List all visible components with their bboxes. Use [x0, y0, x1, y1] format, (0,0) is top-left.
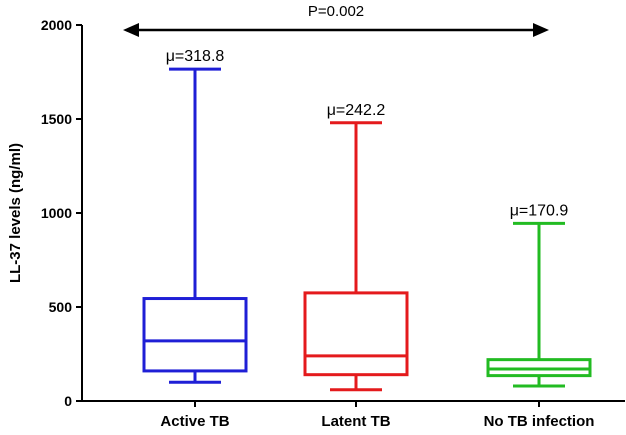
y-tick-label: 500 [49, 299, 73, 315]
boxes-layer: μ=318.8 μ=242.2 μ=170.9 [142, 48, 592, 392]
y-tick-label: 1000 [41, 205, 72, 221]
iqr-box [303, 291, 409, 377]
y-tick-label: 2000 [41, 17, 72, 33]
x-tick-label: Latent TB [321, 413, 390, 430]
mean-label: μ=242.2 [327, 102, 386, 119]
box-1: μ=318.8 [142, 48, 248, 384]
x-tick-label: No TB infection [484, 413, 595, 430]
x-tick-label: Active TB [160, 413, 229, 430]
p-value-label: P=0.002 [308, 3, 364, 20]
iqr-box [142, 297, 248, 373]
arrowhead-left [123, 23, 139, 37]
mean-label: μ=318.8 [166, 48, 225, 65]
significance-annotation: P=0.002 [123, 3, 549, 37]
box-3: μ=170.9 [486, 202, 592, 388]
y-tick-label: 0 [64, 393, 72, 409]
axes: 0 500 1000 1500 2000 Active TB Latent TB No TB … [41, 17, 625, 430]
y-axis-label: LL-37 levels (ng/ml) [7, 143, 24, 283]
box-2: μ=242.2 [303, 102, 409, 392]
mean-label: μ=170.9 [510, 202, 569, 219]
y-tick-label: 1500 [41, 111, 72, 127]
arrowhead-right [533, 23, 549, 37]
